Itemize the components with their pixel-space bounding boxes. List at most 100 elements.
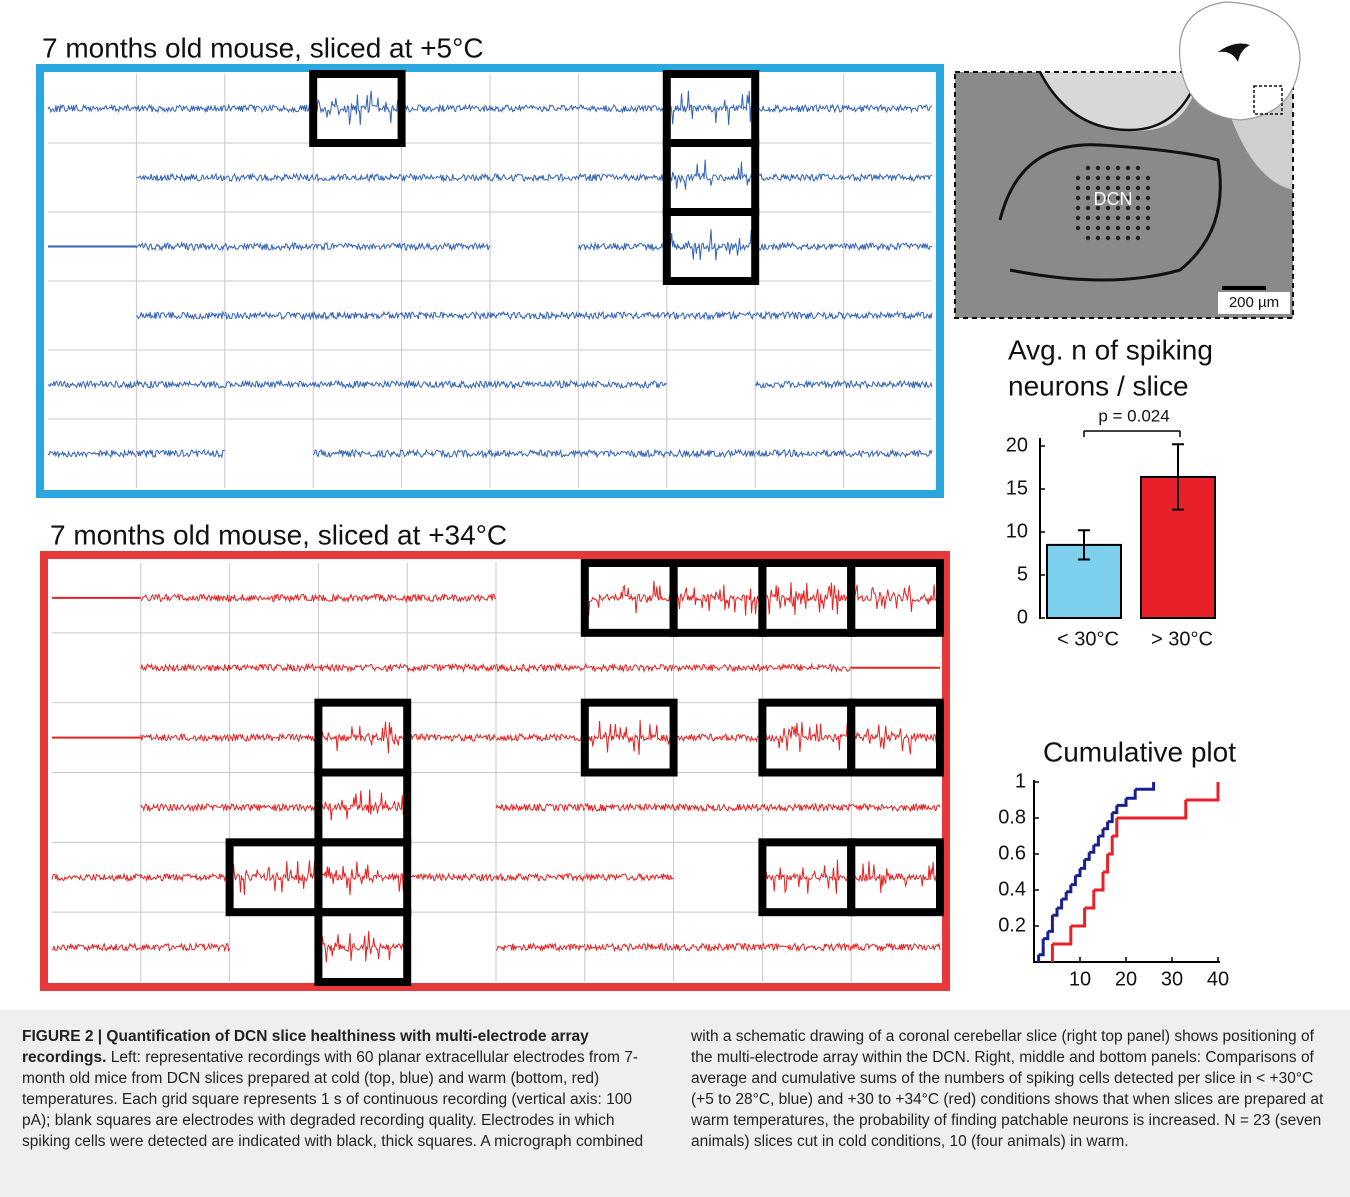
electrode [1086,196,1090,200]
trace [755,450,843,457]
step [1075,868,1080,875]
electrode [1086,186,1090,190]
electrode [1106,166,1110,170]
electrode [1136,166,1140,170]
trace [755,312,843,319]
trace [136,105,224,112]
trace [762,804,851,811]
step [1052,926,1070,944]
trace [490,312,578,319]
trace [402,450,490,457]
electrode [1116,176,1120,180]
trace [490,381,578,388]
electrode [1076,206,1080,210]
electrode [1126,176,1130,180]
trace [313,91,401,125]
trace [844,381,932,388]
trace [402,312,490,319]
electrode [1136,176,1140,180]
electrode [1136,236,1140,240]
electrode [1146,186,1150,190]
trace [496,734,585,741]
step [1108,836,1113,854]
step [1085,890,1094,908]
trace [585,944,674,951]
electrode [1106,236,1110,240]
electrode [1126,226,1130,230]
y-tick-label: 15 [1006,477,1028,499]
step [1071,908,1085,926]
caption-text: Left: representative recordings with 60 … [22,1028,1323,1150]
trace [844,105,932,112]
electrode [1106,226,1110,230]
electrode [1086,206,1090,210]
step [1043,931,1048,938]
trace [851,724,940,754]
trace [318,862,407,895]
electrode [1086,226,1090,230]
trace [762,944,851,951]
trace [136,312,224,319]
trace [674,585,763,616]
y-tick-label: 5 [1017,563,1028,585]
trace [48,105,136,112]
trace [755,243,843,250]
trace [230,860,319,895]
trace [318,595,407,602]
step [1085,852,1090,859]
micrograph-label: DCN [1094,189,1133,209]
x-tick-label: 40 [1207,968,1229,990]
electrode [1136,206,1140,210]
trace [318,931,407,963]
trace [844,312,932,319]
trace [407,664,496,671]
electrode [1146,226,1150,230]
electrode [1076,196,1080,200]
panel-title: 7 months old mouse, sliced at +34°C [50,519,507,550]
step [1094,872,1103,890]
annotation: p = 0.024 [1098,406,1169,425]
trace [762,722,851,752]
trace [48,381,136,388]
step [1080,859,1085,868]
step [1062,892,1067,899]
trace [313,450,401,457]
trace [52,874,141,881]
trace [402,105,490,112]
electrode [1136,196,1140,200]
scale-label: 200 µm [1229,294,1279,311]
trace [755,174,843,181]
caption: FIGURE 2 | Quantification of DCN slice h… [0,1010,1350,1197]
spiking-box [318,773,407,843]
y-tick-label: 1 [1015,770,1026,792]
trace [407,594,496,601]
step [1048,922,1053,931]
electrode [1096,216,1100,220]
trace [851,861,940,893]
step [1039,946,1044,955]
electrode [1086,176,1090,180]
trace [141,944,230,951]
chart-title: neurons / slice [1008,370,1189,401]
step [1135,782,1153,789]
trace [667,229,755,260]
chart-title: Avg. n of spiking [1008,334,1213,365]
trace [225,243,313,250]
step [1103,822,1108,829]
electrode [1136,186,1140,190]
trace [402,381,490,388]
electrode [1076,176,1080,180]
trace [844,174,932,181]
electrode [1106,176,1110,180]
trace [48,450,136,457]
trace [667,450,755,457]
trace [313,174,401,181]
step [1089,845,1094,852]
x-tick-label: 30 [1161,968,1183,990]
trace [225,381,313,388]
trace [578,174,666,181]
trace [755,381,843,388]
trace [230,804,319,811]
trace [578,381,666,388]
electrode [1106,216,1110,220]
